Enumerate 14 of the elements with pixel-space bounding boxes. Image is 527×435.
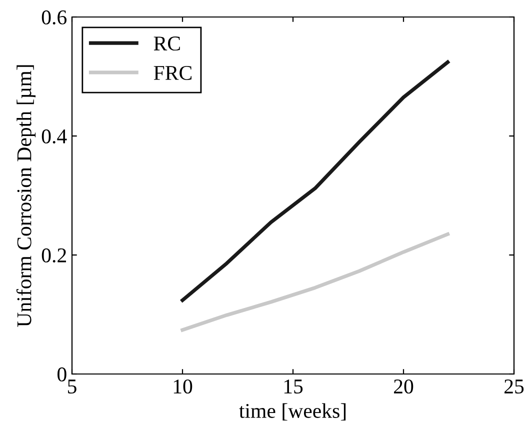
legend-label: RC (154, 36, 180, 51)
line-series (180, 232, 450, 332)
x-tick-label: 20 (394, 379, 414, 394)
x-tick-label: 25 (504, 380, 524, 394)
y-tick-label: 0 (58, 367, 66, 382)
x-tick-label: 10 (174, 379, 192, 394)
legend-label: FRC (154, 66, 192, 80)
y-axis-title: Uniform Corrosion Depth [µm] (16, 65, 36, 327)
x-axis-title: time [weeks] (239, 403, 346, 421)
x-tick-label: 5 (68, 380, 76, 394)
x-tick-label: 15 (284, 380, 303, 394)
y-tick-label: 0.4 (42, 129, 67, 144)
y-tick-label: 0.2 (42, 248, 66, 263)
y-tick-label: 0.6 (42, 10, 67, 25)
